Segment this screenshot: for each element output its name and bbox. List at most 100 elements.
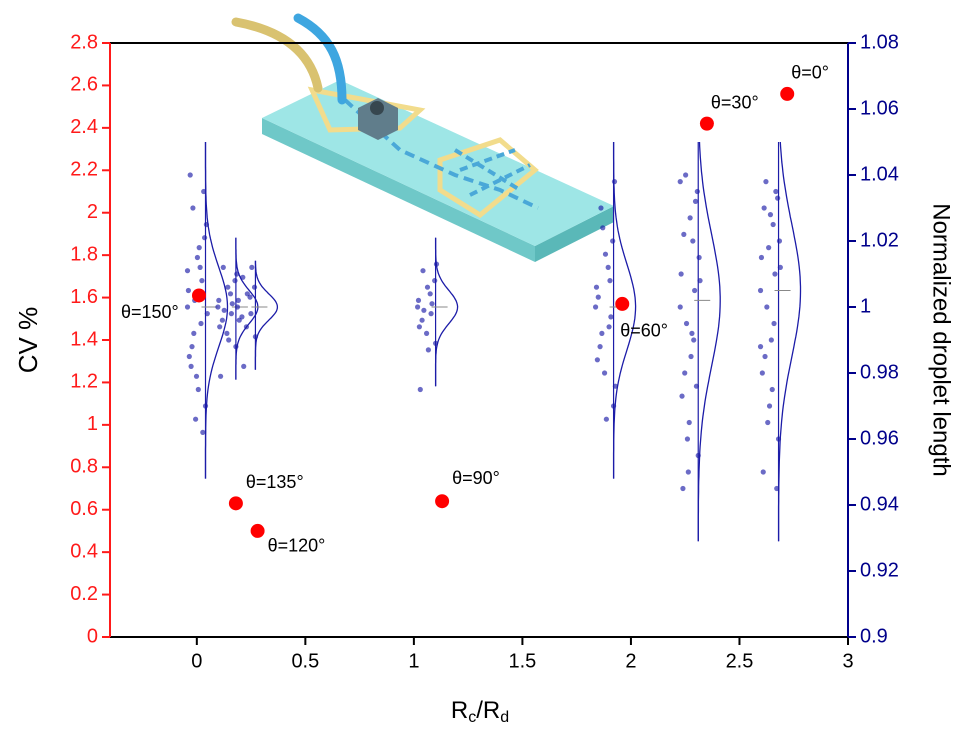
tube bbox=[231, 17, 323, 93]
cv-point bbox=[615, 296, 630, 311]
droplet-point bbox=[597, 344, 603, 350]
y-tick-label: 2.6 bbox=[70, 74, 98, 96]
droplet-point bbox=[610, 238, 616, 244]
x-axis-title-part: /R bbox=[476, 697, 500, 724]
y-tick-label: 1.4 bbox=[70, 328, 98, 350]
droplet-point bbox=[417, 386, 423, 393]
droplet-point bbox=[215, 304, 221, 310]
droplet-point bbox=[683, 172, 689, 178]
droplet-point bbox=[200, 429, 206, 435]
droplet-point bbox=[196, 245, 202, 251]
droplet-point bbox=[244, 291, 250, 297]
density-curve bbox=[235, 237, 259, 380]
y-tick-label: 0.6 bbox=[70, 498, 98, 520]
x-tick-label: 2 bbox=[625, 650, 636, 672]
droplet-point bbox=[764, 304, 770, 310]
density-curve bbox=[254, 260, 279, 370]
y-tick-label: 0 bbox=[87, 625, 98, 647]
droplet-point bbox=[683, 320, 690, 327]
x-axis-title-part: c bbox=[468, 709, 476, 726]
droplet-point bbox=[769, 386, 775, 393]
y2-tick-label: 1.08 bbox=[860, 31, 899, 53]
chip-inset bbox=[231, 13, 614, 262]
x-tick-label: 2.5 bbox=[726, 650, 754, 672]
droplet-point bbox=[677, 179, 683, 185]
droplet-point bbox=[216, 297, 222, 303]
droplet-point bbox=[761, 205, 767, 211]
cv-point bbox=[699, 116, 714, 131]
y2-tick-label: 0.94 bbox=[860, 493, 899, 515]
y2-tick-label: 0.9 bbox=[860, 625, 888, 647]
droplet-point bbox=[184, 268, 191, 274]
x-tick-label: 1.5 bbox=[509, 650, 537, 672]
channel bbox=[453, 148, 531, 197]
x-tick-label: 1 bbox=[408, 650, 419, 672]
droplet-point bbox=[432, 278, 438, 284]
droplet-point bbox=[427, 291, 433, 297]
droplet-point bbox=[605, 264, 611, 270]
droplet-point bbox=[197, 264, 203, 270]
droplet-point bbox=[771, 320, 777, 327]
droplet-point bbox=[768, 337, 774, 343]
droplet-point bbox=[759, 370, 765, 376]
droplet-point bbox=[186, 353, 192, 360]
droplet-point bbox=[425, 347, 431, 353]
droplet-point bbox=[677, 304, 683, 310]
y2-tick-label: 0.98 bbox=[860, 361, 899, 383]
droplet-point bbox=[421, 307, 427, 313]
droplet-point bbox=[607, 278, 613, 284]
y2-tick-label: 1.06 bbox=[860, 97, 899, 119]
droplet-point bbox=[685, 469, 691, 475]
droplet-point bbox=[598, 205, 604, 211]
droplet-point bbox=[692, 198, 699, 204]
x-tick-label: 0.5 bbox=[291, 650, 319, 672]
droplet-point bbox=[195, 386, 201, 393]
point-label: θ=30° bbox=[711, 92, 759, 112]
droplet-point bbox=[217, 324, 223, 330]
droplet-point bbox=[193, 416, 199, 422]
x-tick-label: 3 bbox=[842, 650, 853, 672]
droplet-point bbox=[758, 254, 765, 261]
droplet-point bbox=[217, 373, 224, 379]
density-curve bbox=[612, 142, 637, 479]
y-axis-title: CV % bbox=[13, 307, 43, 373]
droplet-point bbox=[763, 179, 769, 185]
droplet-point bbox=[251, 284, 258, 290]
screw bbox=[370, 101, 384, 115]
droplet-point bbox=[234, 304, 241, 310]
x-axis-title-part: R bbox=[451, 697, 468, 724]
droplet-point bbox=[240, 274, 246, 280]
droplet-point bbox=[228, 311, 234, 317]
droplet-point bbox=[221, 307, 227, 313]
droplet-point bbox=[686, 419, 692, 426]
droplet-point bbox=[185, 287, 192, 294]
point-label: θ=60° bbox=[620, 321, 668, 341]
droplet-point bbox=[608, 314, 614, 320]
droplet-point bbox=[678, 271, 684, 277]
droplet-point bbox=[229, 301, 235, 307]
droplet-point bbox=[766, 245, 772, 251]
droplet-point bbox=[773, 188, 779, 195]
droplet-point bbox=[423, 330, 430, 336]
droplet-point bbox=[690, 238, 696, 244]
y-tick-label: 1.8 bbox=[70, 243, 98, 265]
droplet-point bbox=[599, 330, 605, 336]
droplet-point bbox=[757, 344, 764, 350]
droplet-point bbox=[601, 370, 608, 376]
droplet-point bbox=[235, 297, 241, 303]
y2-tick-label: 0.92 bbox=[860, 559, 899, 581]
droplet-point bbox=[420, 268, 426, 274]
tube bbox=[293, 13, 347, 105]
droplet-point bbox=[691, 337, 697, 343]
droplet-point bbox=[194, 254, 201, 261]
x-tick-label: 0 bbox=[191, 650, 202, 672]
droplet-point bbox=[419, 317, 425, 323]
droplet-point bbox=[688, 353, 694, 360]
droplet-point bbox=[414, 304, 421, 310]
y-tick-label: 1.2 bbox=[70, 371, 98, 393]
droplet-point bbox=[592, 304, 599, 310]
droplet-point bbox=[681, 231, 687, 237]
point-label: θ=150° bbox=[121, 302, 179, 322]
droplet-point bbox=[767, 212, 774, 218]
